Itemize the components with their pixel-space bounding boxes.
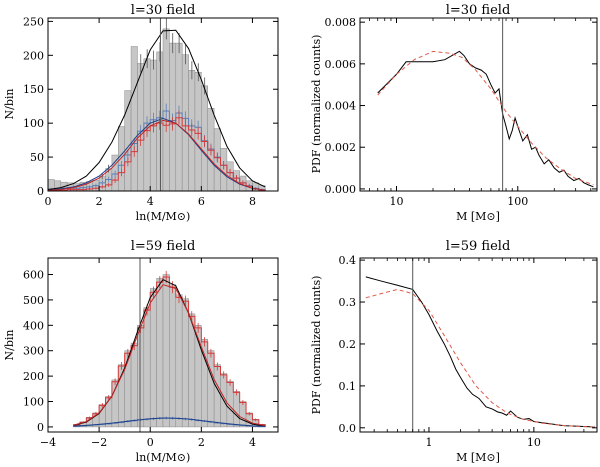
histogram-bar [175,294,183,428]
histogram-bar [207,350,215,428]
histogram-step-line [47,117,266,191]
x-tick-label: 100 [507,195,528,208]
gaussian-fit-curve [73,417,266,427]
histogram-bar [143,307,151,428]
y-tick-label: 400 [23,319,44,332]
x-tick-label: 1 [425,436,432,449]
y-tick-label: 0.000 [325,183,357,196]
histogram-bar [130,46,138,192]
gaussian-fit-curve [73,284,266,427]
y-axis-label: N/bin [3,89,16,120]
x-tick-label: 0 [147,436,154,449]
y-tick-label: 0.1 [339,380,357,393]
x-tick-label: 10 [390,195,404,208]
x-axis-label: ln(M/M⊙) [136,451,191,464]
plot-area: 10 100 0.000 0.002 0.004 0.006 0.008 [325,16,597,208]
y-tick-label: 0.008 [325,16,357,29]
axes-frame [47,257,279,433]
x-tick-label: 4 [249,436,256,449]
y-tick-label: 0.004 [325,100,357,113]
model-fit-line [377,50,594,186]
pdf-line [377,50,594,188]
y-tick-label: 500 [23,294,44,307]
y-axis-label: PDF (normalized counts) [310,35,323,174]
histogram-bar [130,342,138,428]
pdf-line [365,276,595,428]
gaussian-fit-curve [47,119,266,191]
y-tick-label: 250 [23,15,44,28]
panel-l59-histogram: l=59 field −4 −2 0 2 4 0 100 200 300 400 500 600 ln… [3,239,279,464]
y-axis-label: N/bin [3,330,16,361]
axes-frame [359,17,598,192]
y-tick-label: 0.006 [325,58,357,71]
y-tick-label: 0.0 [339,422,357,435]
y-tick-label: 0.4 [339,254,357,267]
panel-l30-pdf: l=30 field 10 100 0.000 0.002 0.004 0.006 0.00… [310,3,598,223]
y-tick-label: 150 [23,83,44,96]
histogram-bar [239,401,247,428]
histogram-bar [188,313,196,428]
y-tick-label: 0 [37,421,44,434]
histogram-bar [156,278,164,428]
axes-frame [359,257,598,433]
panel-title: l=30 field [446,3,511,18]
histogram-bar [162,274,170,428]
y-tick-label: 600 [23,269,44,282]
panel-l30-histogram: l=30 field 0 2 4 6 8 0 50 100 150 200 250 ln(M/M⊙)… [3,3,279,223]
gaussian-fit-curve [47,29,266,191]
histogram-bar [213,364,221,428]
histogram-bar [137,325,145,428]
x-tick-label: 8 [249,195,256,208]
axes-frame [47,17,279,192]
y-tick-label: 100 [23,117,44,130]
x-tick-label: 6 [198,195,205,208]
panel-l59-pdf: l=59 field 1 10 0.0 0.1 0.2 0.3 0.4 M [M⊙] PDF… [310,239,598,464]
y-tick-label: 0 [37,185,44,198]
plot-area: −4 −2 0 2 4 0 100 200 300 400 500 600 [23,258,278,449]
x-axis-label: M [M⊙] [456,451,500,464]
y-tick-label: 300 [23,345,44,358]
histogram-bar [111,379,119,428]
x-tick-label: −4 [40,436,56,449]
x-tick-label: 10 [527,436,541,449]
y-axis-label: PDF (normalized counts) [310,276,323,415]
y-tick-label: 100 [23,396,44,409]
gaussian-fit-curve [47,117,266,191]
y-tick-label: 50 [30,151,44,164]
x-tick-label: 2 [198,436,205,449]
histogram-bar [118,126,125,192]
y-tick-label: 0.3 [339,296,357,309]
y-tick-label: 0.002 [325,141,357,154]
y-tick-label: 200 [23,49,44,62]
histogram-bar [233,391,240,428]
plot-area: 0 2 4 6 8 0 50 100 150 200 250 [23,15,278,208]
model-fit-line [365,288,595,428]
panel-title: l=59 field [131,239,196,254]
histogram-bar [181,298,189,428]
histogram-bar [220,148,228,192]
x-tick-label: 4 [147,195,154,208]
panel-title: l=59 field [446,239,511,254]
y-tick-label: 200 [23,370,44,383]
x-tick-label: 0 [45,195,52,208]
plot-area: 1 10 0.0 0.1 0.2 0.3 0.4 [339,254,597,449]
x-axis-label: M [M⊙] [456,210,500,223]
panel-title: l=30 field [131,3,196,18]
y-tick-label: 0.2 [339,338,357,351]
x-tick-label: −2 [91,436,107,449]
histogram-bar [169,284,177,428]
x-tick-label: 2 [96,195,103,208]
x-axis-label: ln(M/M⊙) [136,210,191,223]
histogram-bar [149,288,157,428]
